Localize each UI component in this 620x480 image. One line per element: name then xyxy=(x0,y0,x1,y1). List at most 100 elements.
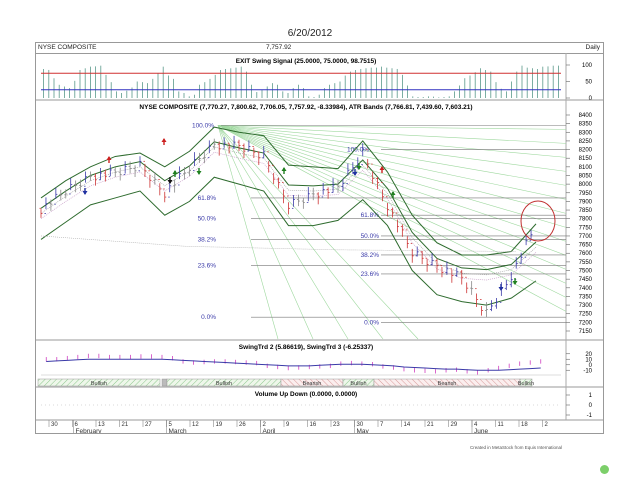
svg-text:February: February xyxy=(76,428,103,433)
svg-text:23.6%: 23.6% xyxy=(361,271,380,278)
svg-text:7: 7 xyxy=(380,422,384,428)
highlight-circle xyxy=(520,200,556,242)
volume-label: Volume Up Down (0.0000, 0.0000) xyxy=(255,391,357,398)
swingtrd-panel xyxy=(41,353,561,376)
last-price: 7,757.92 xyxy=(266,44,292,51)
svg-text:2: 2 xyxy=(263,422,267,428)
svg-text:8100: 8100 xyxy=(579,165,593,171)
svg-text:21: 21 xyxy=(427,422,434,428)
x-axis: 30 6 13 21 27 5 12 19 26 2 9 16 23 30 7 14 21 29 4 11 18 2Feb… xyxy=(48,420,549,433)
svg-text:50.0%: 50.0% xyxy=(198,216,217,223)
svg-text:April: April xyxy=(263,428,277,433)
svg-text:7900: 7900 xyxy=(579,199,593,205)
svg-text:8000: 8000 xyxy=(579,182,593,188)
svg-text:Bullish: Bullish xyxy=(518,381,534,387)
svg-text:8200: 8200 xyxy=(579,148,593,154)
svg-text:13: 13 xyxy=(98,422,105,428)
svg-text:7200: 7200 xyxy=(579,320,593,326)
svg-text:7250: 7250 xyxy=(579,312,593,318)
svg-text:Bullish: Bullish xyxy=(91,381,107,387)
svg-text:8150: 8150 xyxy=(579,156,593,162)
svg-text:7450: 7450 xyxy=(579,277,593,283)
exit-swing-panel xyxy=(41,65,561,98)
svg-text:4: 4 xyxy=(474,422,478,428)
svg-text:38.2%: 38.2% xyxy=(198,236,217,243)
svg-text:-1: -1 xyxy=(587,413,593,419)
chart-frame: NYSE COMPOSITE 7,757.92 Daily EXIT Swing… xyxy=(35,42,609,474)
svg-text:100.0%: 100.0% xyxy=(347,147,369,154)
svg-text:23: 23 xyxy=(333,422,340,428)
svg-text:50: 50 xyxy=(585,80,592,86)
svg-text:Bearish: Bearish xyxy=(303,381,322,387)
svg-text:7650: 7650 xyxy=(579,243,593,249)
svg-text:23.6%: 23.6% xyxy=(198,262,217,269)
svg-text:19: 19 xyxy=(216,422,223,428)
svg-text:7800: 7800 xyxy=(579,217,593,223)
symbol-label: NYSE COMPOSITE xyxy=(38,44,97,51)
svg-text:11: 11 xyxy=(498,422,505,428)
svg-text:7950: 7950 xyxy=(579,191,593,197)
svg-text:8250: 8250 xyxy=(579,139,593,145)
trend-band-bull xyxy=(37,378,161,387)
svg-text:7600: 7600 xyxy=(579,251,593,257)
svg-text:May: May xyxy=(357,428,370,433)
trend-band-neutral xyxy=(161,378,168,387)
smiley-icon[interactable] xyxy=(600,465,609,474)
svg-text:-10: -10 xyxy=(583,368,592,374)
svg-text:18: 18 xyxy=(521,422,528,428)
svg-text:7350: 7350 xyxy=(579,294,593,300)
swingtrd-label: SwingTrd 2 (5.86619), SwingTrd 3 (-6.253… xyxy=(239,344,373,351)
chart-canvas[interactable]: EXIT Swing Signal (25.0000, 75.0000, 98.… xyxy=(36,43,603,433)
svg-text:0.0%: 0.0% xyxy=(201,314,216,321)
svg-text:1: 1 xyxy=(589,393,593,399)
trend-band-row: Bullish Bullish Bearish Bullish Bearish Bulli… xyxy=(37,378,534,387)
svg-text:Bullish: Bullish xyxy=(216,381,232,387)
svg-text:5: 5 xyxy=(169,422,173,428)
svg-text:21: 21 xyxy=(122,422,129,428)
svg-text:8300: 8300 xyxy=(579,130,593,136)
volume-y-axis: 1 0 -1 xyxy=(566,393,593,419)
period-label: Daily xyxy=(585,44,600,51)
svg-text:7550: 7550 xyxy=(579,260,593,266)
svg-text:8050: 8050 xyxy=(579,173,593,179)
svg-text:Bullish: Bullish xyxy=(350,381,366,387)
exit-swing-label: EXIT Swing Signal (25.0000, 75.0000, 98.… xyxy=(236,58,377,65)
svg-text:0: 0 xyxy=(589,403,593,409)
svg-text:March: March xyxy=(169,428,187,433)
svg-text:8350: 8350 xyxy=(579,122,593,128)
svg-text:0: 0 xyxy=(589,363,593,369)
svg-text:2: 2 xyxy=(545,422,549,428)
price-y-axis: 8400 8350 8300 8250 8200 8150 8100 8050 8000 7950… xyxy=(566,113,593,335)
svg-text:7150: 7150 xyxy=(579,329,593,335)
svg-text:50.0%: 50.0% xyxy=(361,233,380,240)
svg-text:8400: 8400 xyxy=(579,113,593,119)
svg-text:61.8%: 61.8% xyxy=(361,212,380,219)
svg-text:9: 9 xyxy=(286,422,290,428)
trend-band-bull xyxy=(519,378,533,387)
svg-text:6: 6 xyxy=(75,422,79,428)
svg-text:7850: 7850 xyxy=(579,208,593,214)
svg-text:100.0%: 100.0% xyxy=(192,122,214,129)
chart-date-title: 6/20/2012 xyxy=(287,28,333,39)
svg-text:26: 26 xyxy=(239,422,246,428)
svg-text:20: 20 xyxy=(585,352,592,358)
svg-text:27: 27 xyxy=(145,422,152,428)
price-panel: 100.0% 61.8% 50.0% 38.2% 23.6% 0.0% 100.0% 61.8… xyxy=(39,122,567,340)
svg-text:30: 30 xyxy=(51,422,58,428)
price-panel-label: NYSE COMPOSITE (7,770.27, 7,800.62, 7,70… xyxy=(139,104,472,111)
svg-text:7300: 7300 xyxy=(579,303,593,309)
svg-text:June: June xyxy=(474,428,488,433)
chart-header: NYSE COMPOSITE 7,757.92 Daily xyxy=(36,43,603,54)
svg-text:7750: 7750 xyxy=(579,225,593,231)
svg-text:61.8%: 61.8% xyxy=(198,195,217,202)
svg-text:100: 100 xyxy=(582,63,593,69)
credit-text: Created in MetaStock from Equis Internat… xyxy=(470,445,563,450)
svg-text:0: 0 xyxy=(589,96,593,102)
exit-y-axis: 100 50 0 xyxy=(566,63,593,102)
svg-text:7700: 7700 xyxy=(579,234,593,240)
svg-text:7500: 7500 xyxy=(579,269,593,275)
svg-text:7400: 7400 xyxy=(579,286,593,292)
svg-text:30: 30 xyxy=(357,422,364,428)
svg-text:38.2%: 38.2% xyxy=(361,252,380,259)
